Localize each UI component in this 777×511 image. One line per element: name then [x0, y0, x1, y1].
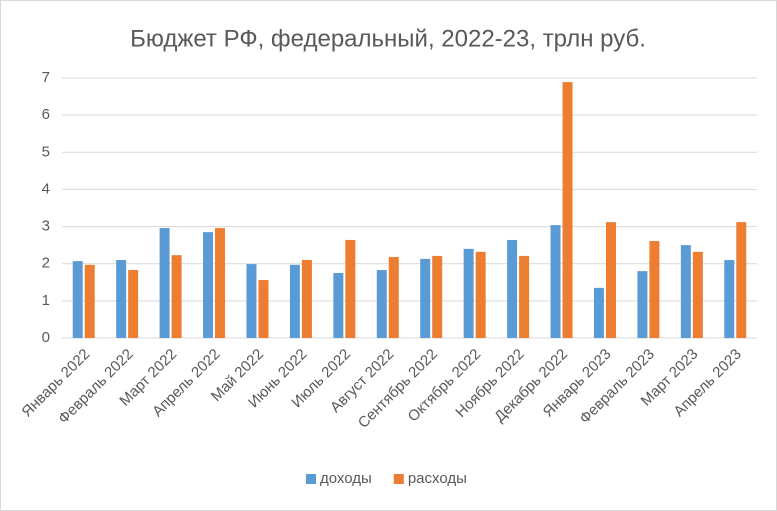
bar: [519, 255, 530, 338]
bar: [680, 245, 691, 338]
bar: [432, 255, 443, 338]
y-tick-label: 5: [42, 143, 50, 160]
chart-title: Бюджет РФ, федеральный, 2022-23, трлн ру…: [130, 25, 646, 52]
bar: [289, 264, 300, 338]
bar: [301, 260, 312, 338]
legend-swatch: [393, 474, 404, 484]
bar: [692, 251, 703, 338]
bar: [215, 228, 226, 338]
bar: [593, 287, 604, 338]
bar: [637, 271, 648, 338]
legend-swatch: [306, 474, 316, 484]
y-tick-label: 2: [42, 255, 50, 272]
bar: [605, 222, 616, 338]
bar: [258, 280, 269, 338]
bar: [128, 270, 139, 338]
y-tick-label: 7: [42, 69, 50, 86]
bar: [736, 222, 747, 338]
legend-label: расходы: [408, 470, 467, 487]
bar: [562, 82, 573, 338]
bar: [333, 273, 344, 338]
bar: [84, 264, 95, 338]
bar: [550, 225, 561, 338]
bar: [420, 258, 431, 338]
y-tick-label: 3: [42, 218, 50, 235]
bar: [116, 260, 127, 338]
bar: [72, 261, 83, 338]
bar: [649, 241, 660, 338]
bar: [507, 239, 518, 338]
bar: [345, 239, 356, 338]
bar: [463, 248, 474, 338]
y-tick-label: 0: [42, 329, 50, 346]
bar: [388, 257, 399, 338]
legend-label: доходы: [320, 470, 372, 487]
bar: [376, 270, 387, 338]
y-tick-label: 4: [42, 180, 50, 197]
y-tick-label: 6: [42, 106, 50, 123]
bar: [203, 232, 214, 338]
bar: [159, 228, 170, 338]
bar: [246, 264, 257, 338]
bar: [724, 260, 735, 338]
y-tick-label: 1: [42, 292, 50, 309]
bar: [475, 251, 486, 338]
bar: [171, 255, 182, 338]
